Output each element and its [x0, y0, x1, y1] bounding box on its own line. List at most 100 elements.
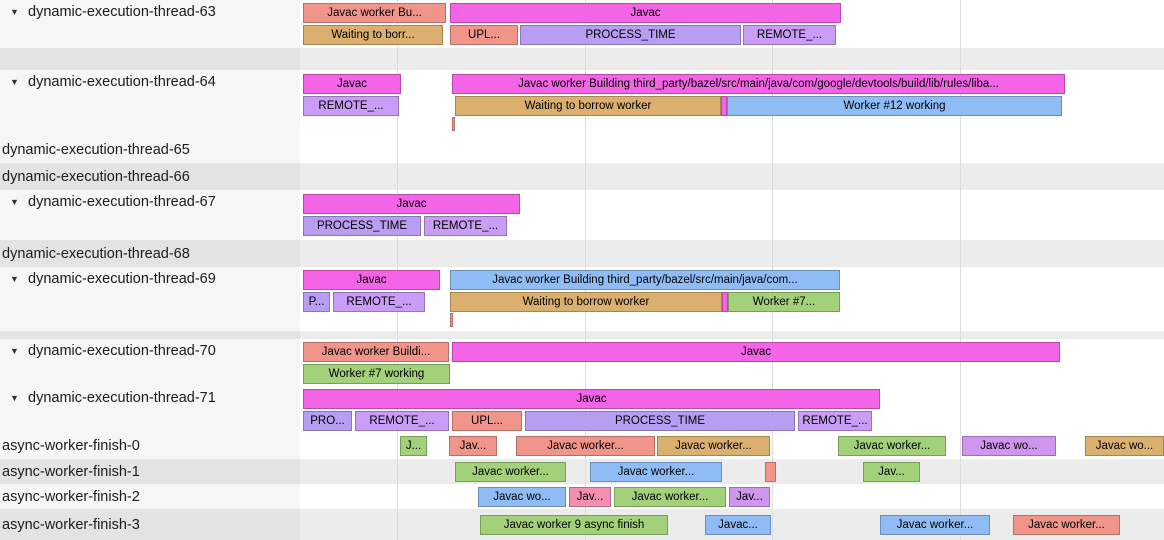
track-name: dynamic-execution-thread-71 — [28, 390, 216, 406]
timeline-bar[interactable]: Javac worker... — [455, 461, 566, 482]
timeline-bar[interactable]: UPL... — [450, 25, 518, 45]
track-label-dynamic-execution-thread-68[interactable]: dynamic-execution-thread-68 — [0, 240, 300, 267]
track-spacer-b — [0, 331, 1164, 339]
timeline-bar[interactable]: Javac worker... — [590, 461, 722, 482]
timeline-bar[interactable]: Javac wo... — [962, 436, 1056, 456]
timeline-bar[interactable]: Worker #7... — [728, 292, 840, 312]
track-bars: Javac worker Buildi... Javac Worker #7 wor… — [300, 339, 1164, 386]
timeline-bar[interactable]: Javac — [452, 341, 1060, 362]
timeline-bar[interactable]: Javac wo... — [478, 486, 566, 507]
timeline-bar[interactable] — [452, 117, 455, 131]
collapse-arrow-icon[interactable]: ▼ — [10, 7, 19, 17]
timeline-bar[interactable]: UPL... — [452, 410, 522, 431]
timeline-bar[interactable]: PROCESS_TIME — [520, 25, 741, 45]
track-name: dynamic-execution-thread-63 — [28, 4, 216, 20]
timeline-bar[interactable]: Javac worker 9 async finish — [480, 514, 668, 535]
timeline-bar[interactable]: Jav... — [569, 486, 611, 507]
timeline-bar[interactable]: Javac — [303, 74, 401, 94]
collapse-arrow-icon[interactable]: ▼ — [10, 346, 19, 356]
collapse-arrow-icon[interactable]: ▼ — [10, 393, 19, 403]
track-name: dynamic-execution-thread-64 — [28, 74, 216, 90]
track-label-async-worker-finish-1[interactable]: async-worker-finish-1 — [0, 459, 300, 484]
tick-row — [300, 313, 1164, 329]
bar-row: Javac Javac worker Building third_party/b… — [300, 269, 1164, 291]
timeline-bar[interactable]: Javac worker... — [614, 486, 726, 507]
timeline-bar[interactable]: Jav... — [449, 436, 497, 456]
bar-row: REMOTE_... Waiting to borrow worker Worker… — [300, 95, 1164, 117]
track-label-dynamic-execution-thread-63[interactable]: ▼ dynamic-execution-thread-63 — [0, 0, 300, 48]
track-label-dynamic-execution-thread-69[interactable]: ▼ dynamic-execution-thread-69 — [0, 267, 300, 331]
bar-row: Javac worker Buildi... Javac — [300, 341, 1164, 363]
timeline-bar[interactable]: Javac worker Building third_party/bazel/… — [450, 270, 840, 290]
timeline-bar[interactable]: Javac worker... — [516, 436, 655, 456]
timeline-bar[interactable]: Javac — [450, 3, 841, 23]
timeline-bar[interactable]: J... — [400, 436, 427, 456]
timeline-bar[interactable] — [721, 96, 727, 116]
bar-row: Waiting to borr... UPL... PROCESS_TIME REMO… — [300, 24, 1164, 46]
timeline-bar[interactable]: Jav... — [863, 461, 920, 482]
track-name: async-worker-finish-3 — [2, 516, 140, 533]
timeline-bar[interactable]: Javac worker... — [1013, 514, 1120, 535]
track-label-line: ▼ dynamic-execution-thread-67 — [10, 190, 216, 214]
timeline-bar[interactable]: Javac wo... — [1085, 436, 1164, 456]
collapse-arrow-icon[interactable]: ▼ — [10, 197, 19, 207]
track-label-dynamic-execution-thread-71[interactable]: ▼ dynamic-execution-thread-71 — [0, 386, 300, 433]
track-label-dynamic-execution-thread-64[interactable]: ▼ dynamic-execution-thread-64 — [0, 70, 300, 136]
track-label-async-worker-finish-0[interactable]: async-worker-finish-0 — [0, 433, 300, 459]
timeline-bar[interactable] — [450, 313, 453, 327]
track-bars: Javac worker... Javac worker... Jav... — [300, 459, 1164, 484]
track-bars: Javac PROCESS_TIME REMOTE_... — [300, 190, 1164, 240]
timeline-bar[interactable]: Javac worker... — [880, 514, 990, 535]
timeline-bar[interactable]: Jav... — [729, 486, 770, 507]
timeline-bar[interactable]: Waiting to borrow worker — [455, 96, 721, 116]
timeline-bar[interactable]: Worker #7 working — [303, 363, 450, 384]
track-label-dynamic-execution-thread-70[interactable]: ▼ dynamic-execution-thread-70 — [0, 339, 300, 386]
track-bars — [300, 136, 1164, 163]
timeline-bar[interactable] — [722, 292, 728, 312]
track-name: async-worker-finish-1 — [2, 463, 140, 480]
track-name: dynamic-execution-thread-67 — [28, 194, 216, 210]
track-label-async-worker-finish-2[interactable]: async-worker-finish-2 — [0, 484, 300, 509]
track-label-line: async-worker-finish-0 — [2, 438, 140, 454]
timeline-bar[interactable]: Javac worker Bu... — [303, 3, 446, 23]
timeline-bar[interactable]: P... — [303, 292, 330, 312]
timeline-bar[interactable]: Javac — [303, 388, 880, 409]
collapse-arrow-icon[interactable]: ▼ — [10, 274, 19, 284]
collapse-arrow-icon[interactable]: ▼ — [10, 77, 19, 87]
track-bars: Javac worker Bu... Javac Waiting to borr..… — [300, 0, 1164, 48]
track-label-dynamic-execution-thread-66[interactable]: dynamic-execution-thread-66 — [0, 163, 300, 190]
timeline-bar[interactable]: PROCESS_TIME — [525, 410, 795, 431]
track-label-dynamic-execution-thread-67[interactable]: ▼ dynamic-execution-thread-67 — [0, 190, 300, 240]
timeline-bar[interactable]: REMOTE_... — [333, 292, 425, 312]
timeline-bar[interactable] — [765, 461, 776, 482]
timeline-bar[interactable]: Javac worker... — [838, 436, 946, 456]
timeline-bar[interactable]: REMOTE_... — [798, 410, 872, 431]
timeline-bar[interactable]: REMOTE_... — [743, 25, 836, 45]
timeline-bar[interactable]: REMOTE_... — [355, 410, 449, 431]
timeline-bar[interactable]: Javac worker Buildi... — [303, 341, 449, 362]
bar-row: J... Jav... Javac worker... Javac worker...… — [300, 435, 1164, 457]
track-label-async-worker-finish-3[interactable]: async-worker-finish-3 — [0, 509, 300, 540]
timeline-bar[interactable]: Javac — [303, 194, 520, 214]
track-label-line: ▼ dynamic-execution-thread-70 — [10, 339, 216, 363]
timeline-bar[interactable]: Javac worker... — [657, 436, 770, 456]
bar-row: Javac Javac worker Building third_party/b… — [300, 73, 1164, 95]
track-name: dynamic-execution-thread-69 — [28, 271, 216, 287]
track-bars: Javac worker 9 async finish Javac... Javac… — [300, 509, 1164, 540]
timeline-bar[interactable]: Waiting to borr... — [303, 25, 443, 45]
timeline-bar[interactable]: PRO... — [303, 410, 352, 431]
track-name: async-worker-finish-0 — [2, 438, 140, 454]
track-label-line: dynamic-execution-thread-66 — [2, 169, 190, 185]
timeline-bar[interactable]: REMOTE_... — [424, 216, 507, 236]
timeline-bar[interactable]: Javac... — [705, 514, 771, 535]
track-bars: J... Jav... Javac worker... Javac worker...… — [300, 433, 1164, 459]
track-label-dynamic-execution-thread-65[interactable]: dynamic-execution-thread-65 — [0, 136, 300, 163]
bar-row: Javac — [300, 193, 1164, 215]
timeline-bar[interactable]: Waiting to borrow worker — [450, 292, 722, 312]
timeline-bar[interactable]: Javac — [303, 270, 440, 290]
timeline-bar[interactable]: Worker #12 working — [727, 96, 1062, 116]
timeline-bar[interactable]: REMOTE_... — [303, 96, 399, 116]
timeline-bar[interactable]: Javac worker Building third_party/bazel/… — [452, 74, 1065, 94]
timeline-bar[interactable]: PROCESS_TIME — [303, 216, 421, 236]
track-async-worker-finish-2: async-worker-finish-2 Javac wo... Jav... Ja… — [0, 484, 1164, 509]
